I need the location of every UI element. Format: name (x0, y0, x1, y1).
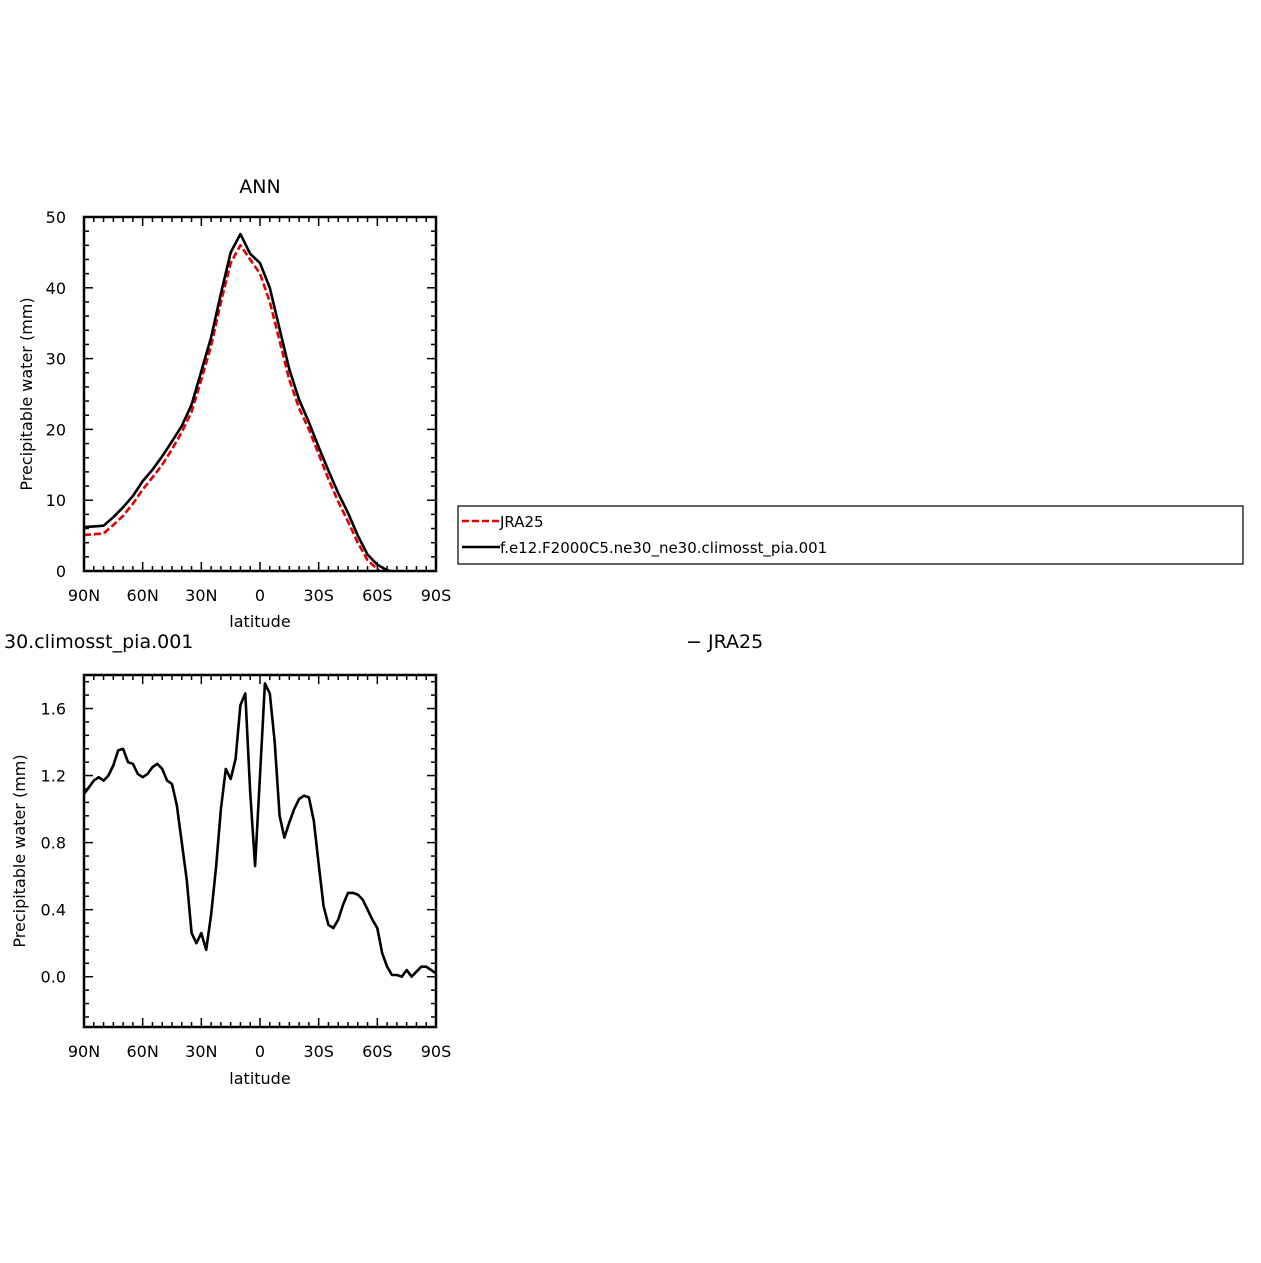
y-axis-label: Precipitable water (mm) (10, 754, 29, 947)
x-tick-label: 90N (68, 1042, 100, 1061)
chart-title-difference: 30.climosst_pia.001 (4, 631, 193, 653)
x-axis-label: latitude (229, 612, 290, 631)
plot-frame (82, 215, 438, 573)
chart-panel-top: ANN 90N 60N 30N 0 30S 60S 90S 0 10 20 30 40 50 lati… (17, 176, 451, 631)
x-tick-label: 60S (362, 586, 393, 605)
x-tick-labels: 90N 60N 30N 0 30S 60S 90S (68, 586, 451, 605)
x-axis-label: latitude (229, 1069, 290, 1088)
y-tick-label: 40 (46, 279, 66, 298)
x-tick-label: 90S (421, 1042, 452, 1061)
y-tick-label: 1.2 (41, 767, 66, 786)
y-tick-label: 10 (46, 491, 66, 510)
plot-frame (82, 673, 438, 1029)
x-tick-label: 0 (255, 1042, 265, 1061)
y-tick-label: 0.4 (41, 901, 66, 920)
legend-label-jra25: JRA25 (499, 513, 544, 531)
x-tick-label: 30N (185, 586, 217, 605)
y-tick-labels: 0 10 20 30 40 50 (46, 208, 66, 581)
series-lines (84, 232, 397, 571)
series-lines (84, 682, 436, 979)
y-tick-marks (83, 675, 437, 1028)
y-tick-label: 30 (46, 350, 66, 369)
x-tick-label: 90S (421, 586, 452, 605)
legend-label-model: f.e12.F2000C5.ne30_ne30.climosst_pia.001 (500, 539, 827, 558)
y-tick-label: 0 (56, 562, 66, 581)
chart-title: ANN (239, 176, 280, 198)
y-tick-labels: 0.0 0.4 0.8 1.2 1.6 (41, 700, 66, 987)
x-tick-label: 90N (68, 586, 100, 605)
y-tick-label: 1.6 (41, 700, 66, 719)
x-tick-label: 60N (127, 1042, 159, 1061)
series-line-f (84, 232, 397, 571)
y-axis-label: Precipitable water (mm) (17, 297, 36, 490)
series-line-jra25 (84, 244, 382, 571)
x-tick-label: 30S (303, 1042, 334, 1061)
x-tick-label: 30S (303, 586, 334, 605)
x-tick-label: 60S (362, 1042, 393, 1061)
legend: JRA25 f.e12.F2000C5.ne30_ne30.climosst_p… (457, 505, 1244, 565)
legend-box (457, 505, 1244, 565)
x-tick-label: 30N (185, 1042, 217, 1061)
y-tick-label: 50 (46, 208, 66, 227)
x-tick-label: 0 (255, 586, 265, 605)
series-line-difference (84, 682, 436, 979)
x-tick-labels: 90N 60N 30N 0 30S 60S 90S (68, 1042, 451, 1061)
y-tick-label: 20 (46, 420, 66, 439)
y-tick-label: 0.8 (41, 834, 66, 853)
chart-panel-bottom: 30.climosst_pia.001 − JRA25 90N 60N 30N 0 30… (4, 631, 763, 1088)
x-tick-label: 60N (127, 586, 159, 605)
y-tick-marks (83, 216, 437, 572)
chart-subtitle-difference: − JRA25 (686, 631, 763, 653)
y-tick-label: 0.0 (41, 968, 66, 987)
